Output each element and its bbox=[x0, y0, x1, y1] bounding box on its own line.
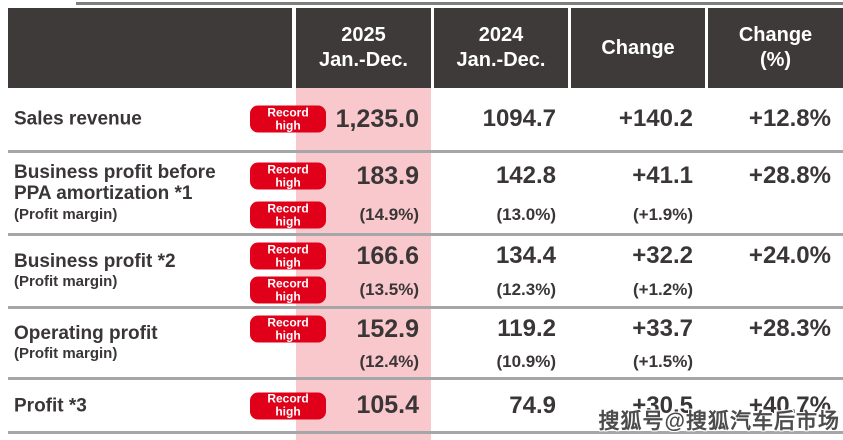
record-high-badge: Record high bbox=[250, 392, 326, 419]
row-divider bbox=[8, 150, 843, 153]
row-sublabel: (Profit margin) bbox=[14, 273, 118, 291]
cell-2024-value: 134.4 bbox=[495, 242, 556, 269]
row-label-block: Sales revenue bbox=[14, 108, 254, 129]
cell-2024-margin: (10.9%) bbox=[496, 352, 556, 371]
record-high-badge: Record high bbox=[250, 201, 326, 229]
cell-change-value: +32.2 bbox=[632, 242, 693, 269]
cell-change-pct-value: +24.0% bbox=[748, 242, 831, 269]
table-row-sales-revenue: Sales revenue Record high 1,235.0 1094.7… bbox=[8, 89, 843, 149]
cell-2025-margin: (13.5%) bbox=[359, 280, 419, 299]
cell-2024-value: 119.2 bbox=[497, 315, 556, 342]
header-cell-2024: 2024 Jan.-Dec. bbox=[434, 8, 568, 88]
value-line: Record high 152.9 119.2 +33.7 +28.3% bbox=[8, 310, 843, 348]
row-divider bbox=[8, 233, 843, 236]
cell-2025-value: 166.6 bbox=[356, 241, 419, 270]
row-divider bbox=[8, 306, 843, 309]
row-label-block: Business profit *2 (Profit margin) bbox=[14, 251, 254, 291]
cell-change-value: +33.7 bbox=[632, 315, 693, 342]
cell-2024-value: 74.9 bbox=[509, 391, 556, 419]
cell-2024-margin: (12.3%) bbox=[496, 280, 556, 299]
cell-2025-value: 183.9 bbox=[356, 161, 419, 190]
row-sublabel: (Profit margin) bbox=[14, 205, 118, 223]
row-label: Business profit *2 bbox=[14, 250, 176, 272]
cell-change-pct-value: +12.8% bbox=[748, 105, 831, 132]
cell-change-pct-value: +28.3% bbox=[748, 315, 831, 342]
table-row-operating-profit: Operating profit (Profit margin) Record … bbox=[8, 310, 843, 376]
table-row-business-profit-before-ppa: Business profit before PPA amortization … bbox=[8, 154, 843, 232]
value-line: Record high 105.4 74.9 +30.5 +40.7% bbox=[8, 381, 843, 430]
header-cell-2025: 2025 Jan.-Dec. bbox=[296, 8, 431, 88]
cell-change-value: +140.2 bbox=[618, 105, 693, 132]
header-cell-row-label bbox=[8, 8, 292, 88]
header-cell-change-pct: Change (%) bbox=[708, 8, 843, 88]
margin-line: Record high (13.5%) (12.3%) (+1.2%) bbox=[8, 275, 843, 305]
cell-change-pct-value: +40.7% bbox=[748, 391, 831, 419]
value-line: Record high 166.6 134.4 +32.2 +24.0% bbox=[8, 237, 843, 275]
table-row-profit: Profit *3 Record high 105.4 74.9 +30.5 +… bbox=[8, 381, 843, 430]
row-label: Operating profit bbox=[14, 322, 158, 344]
cell-2024-value: 142.8 bbox=[495, 162, 556, 189]
row-label: Sales revenue bbox=[14, 108, 142, 130]
cell-2025-value: 1,235.0 bbox=[335, 104, 419, 133]
record-high-badge: Record high bbox=[250, 315, 326, 343]
cell-2025-value: 105.4 bbox=[356, 391, 419, 419]
cell-2025-margin: (14.9%) bbox=[359, 205, 419, 224]
row-label-block: Operating profit (Profit margin) bbox=[14, 323, 254, 363]
row-label-block: Business profit before PPA amortization … bbox=[14, 162, 254, 224]
watermark: 搜狐号@搜狐汽车后市场 bbox=[598, 410, 840, 433]
record-high-badge: Record high bbox=[250, 162, 326, 190]
row-divider bbox=[8, 431, 843, 434]
row-label: Profit *3 bbox=[14, 394, 87, 416]
cell-change-value: +30.5 bbox=[632, 391, 693, 419]
cell-change-margin: (+1.9%) bbox=[633, 205, 693, 224]
value-line: Record high 1,235.0 1094.7 +140.2 +12.8% bbox=[8, 89, 843, 149]
cell-2024-value: 1094.7 bbox=[482, 105, 556, 132]
cell-change-value: +41.1 bbox=[632, 162, 693, 189]
header-cell-change: Change bbox=[571, 8, 705, 88]
cell-change-margin: (+1.5%) bbox=[633, 352, 693, 371]
table-row-business-profit: Business profit *2 (Profit margin) Recor… bbox=[8, 237, 843, 305]
row-label: Business profit before PPA amortization … bbox=[14, 162, 216, 205]
cell-2024-margin: (13.0%) bbox=[496, 205, 556, 224]
cell-2025-margin: (12.4%) bbox=[359, 352, 419, 371]
record-high-badge: Record high bbox=[250, 105, 326, 133]
row-label-block: Profit *3 bbox=[14, 395, 254, 416]
record-high-badge: Record high bbox=[250, 242, 326, 270]
top-rule bbox=[76, 2, 843, 5]
row-divider bbox=[8, 377, 843, 380]
cell-2025-value: 152.9 bbox=[356, 314, 419, 343]
cell-change-pct-value: +28.8% bbox=[748, 162, 831, 189]
margin-line: Record high (14.9%) (13.0%) (+1.9%) bbox=[8, 198, 843, 232]
value-line: Record high 183.9 142.8 +41.1 +28.8% bbox=[8, 154, 843, 198]
margin-line: (12.4%) (10.9%) (+1.5%) bbox=[8, 348, 843, 376]
cell-change-margin: (+1.2%) bbox=[633, 280, 693, 299]
row-sublabel: (Profit margin) bbox=[14, 345, 118, 363]
record-high-badge: Record high bbox=[250, 276, 326, 304]
